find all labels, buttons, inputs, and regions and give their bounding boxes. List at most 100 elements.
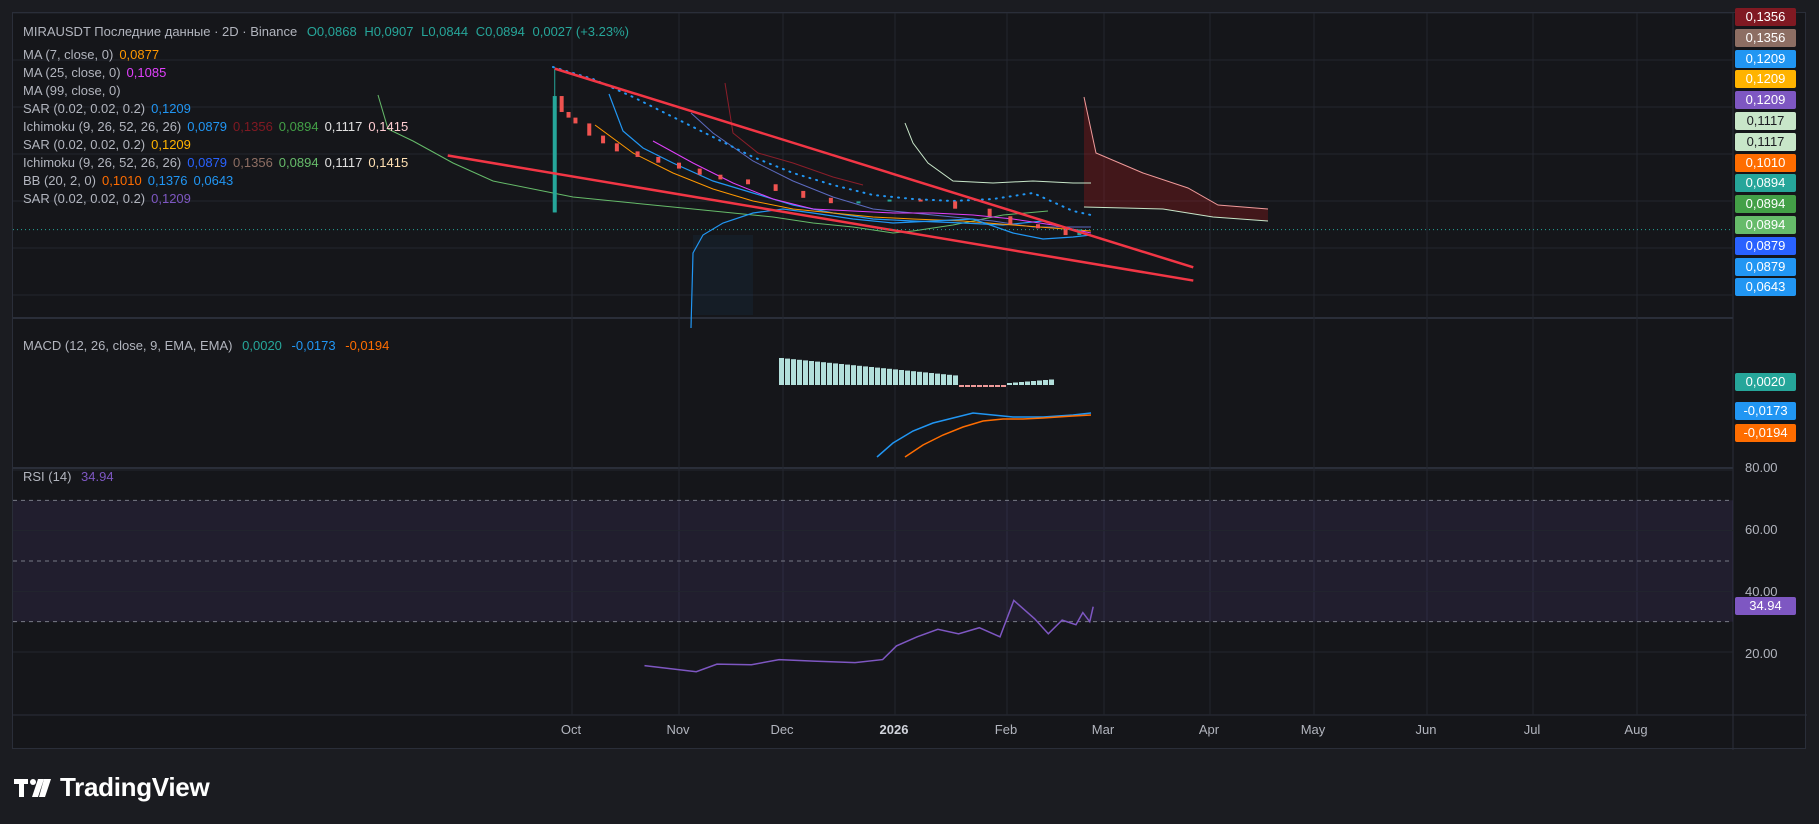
ohlc-close: C0,0894 [475,24,525,39]
symbol-legend: MIRAUSDT Последние данные · 2D · Binance… [23,22,635,42]
macd-histogram-bar [845,364,850,385]
macd-histogram-bar [947,374,952,385]
macd-histogram-bar [803,360,808,385]
indicator-row: MA (99, close, 0) [23,81,127,101]
x-tick-jun: Jun [1415,722,1437,737]
indicator-label: MA (99, close, 0) [23,83,121,98]
macd-histogram-bar [1037,380,1042,385]
candle [987,208,992,217]
indicator-value: 0,1117 [324,119,363,134]
price-tag: 0,1117 [1735,112,1796,130]
tradingview-brand[interactable]: TradingView [14,772,210,803]
indicator-label: Ichimoku (9, 26, 52, 26, 26) [23,155,182,170]
ohlc-low: L0,0844 [421,24,469,39]
macd-line-tag: -0,0173 [1735,402,1796,420]
ohlc-high: H0,0907 [364,24,414,39]
rsi-value-tag: 34.94 [1735,597,1796,615]
x-tick-jul: Jul [1523,722,1541,737]
candle [746,179,751,185]
macd-histogram-bar [791,359,796,385]
indicator-value: 0,1415 [368,119,409,134]
price-tag: 0,0894 [1735,216,1796,234]
indicator-label: BB (20, 2, 0) [23,173,96,188]
indicator-value: 0,0643 [193,173,234,188]
macd-histogram-bar [929,373,934,385]
indicator-row: Ichimoku (9, 26, 52, 26, 26) 0,0879 0,1356… [23,153,414,173]
tradingview-logo-icon [14,778,51,797]
price-tag: 0,0894 [1735,174,1796,193]
macd-histogram-bar [881,368,886,385]
indicator-row: SAR (0.02, 0.02, 0.2) 0,1209 [23,135,197,155]
rsi-tick-80: 80.00 [1745,460,1778,475]
indicator-row: MA (7, close, 0) 0,0877 [23,45,165,65]
macd-histogram-bar [989,385,994,387]
macd-histogram-bar [1001,385,1006,387]
macd-histogram-bar [839,364,844,385]
candle [887,199,892,202]
indicator-value: 0,0879 [187,119,228,134]
candle [828,197,833,204]
macd-histogram-bar [1049,379,1054,385]
indicator-value: 0,1209 [151,191,191,206]
macd-histogram-bar [779,358,784,385]
ichimoku-base-line [690,112,1091,228]
indicator-value: 0,0877 [119,47,160,62]
rsi-tick-60: 60.00 [1745,522,1778,537]
macd-histogram-bar [983,385,988,387]
candle [573,117,578,124]
x-tick-apr: Apr [1198,722,1220,737]
price-tag: 0,1010 [1735,153,1796,172]
indicator-row: BB (20, 2, 0) 0,1010 0,1376 0,0643 [23,171,239,191]
indicator-value: 0,0879 [187,155,228,170]
macd-histogram-bar [899,370,904,385]
macd-histogram-bar [1025,381,1030,385]
indicator-value: 0,1010 [101,173,142,188]
ichimoku-span-a [1083,206,1269,222]
candle [552,96,557,213]
candle [677,162,681,169]
bollinger-lower [690,208,1092,329]
macd-histogram-bar [971,385,976,387]
macd-histogram-bar [953,375,958,385]
macd-signal-line [904,414,1092,458]
bollinger-upper [608,93,1044,226]
indicator-value: 0,1376 [147,173,188,188]
x-tick-feb: Feb [994,722,1018,737]
candle [601,135,606,144]
chart-canvas[interactable] [13,13,1807,750]
candle [718,174,723,180]
macd-histogram-bar [905,370,910,385]
indicator-row: Ichimoku (9, 26, 52, 26, 26) 0,0879 0,1356… [23,117,414,137]
macd-hist-value: 0,0020 [242,338,282,353]
price-tag: 0,1356 [1735,8,1796,26]
price-tag: 0,0643 [1735,278,1796,297]
indicator-label: SAR (0.02, 0.02, 0.2) [23,101,146,116]
ichimoku-base-dark [724,82,864,186]
macd-line [876,412,1092,458]
macd-histogram-bar [977,385,982,387]
macd-histogram-bar [785,358,790,385]
x-tick-oct: Oct [560,722,582,737]
ichimoku-lagging-span [377,94,1049,234]
macd-histogram-bar [995,385,1000,387]
candle [656,156,661,163]
chart-frame[interactable] [12,12,1807,750]
indicator-value: 0,1209 [151,137,191,152]
rsi-value: 34.94 [81,469,114,484]
candle [773,184,778,191]
indicator-label: Ichimoku (9, 26, 52, 26, 26) [23,119,182,134]
price-tag: 0,1209 [1735,70,1796,89]
macd-histogram-bar [875,367,880,385]
indicator-value: 0,1356 [233,155,273,170]
price-tag: 0,0879 [1735,257,1796,276]
rsi-label: RSI (14) [23,469,72,484]
macd-histogram-bar [1043,380,1048,385]
macd-histogram-bar [893,369,898,385]
macd-histogram-bar [959,385,964,387]
macd-histogram-bar [827,362,832,385]
candle [566,111,571,118]
macd-line-value: -0,0173 [291,338,336,353]
price-tag: 0,1209 [1735,49,1796,68]
candle [1063,228,1068,236]
candle [1035,224,1040,229]
